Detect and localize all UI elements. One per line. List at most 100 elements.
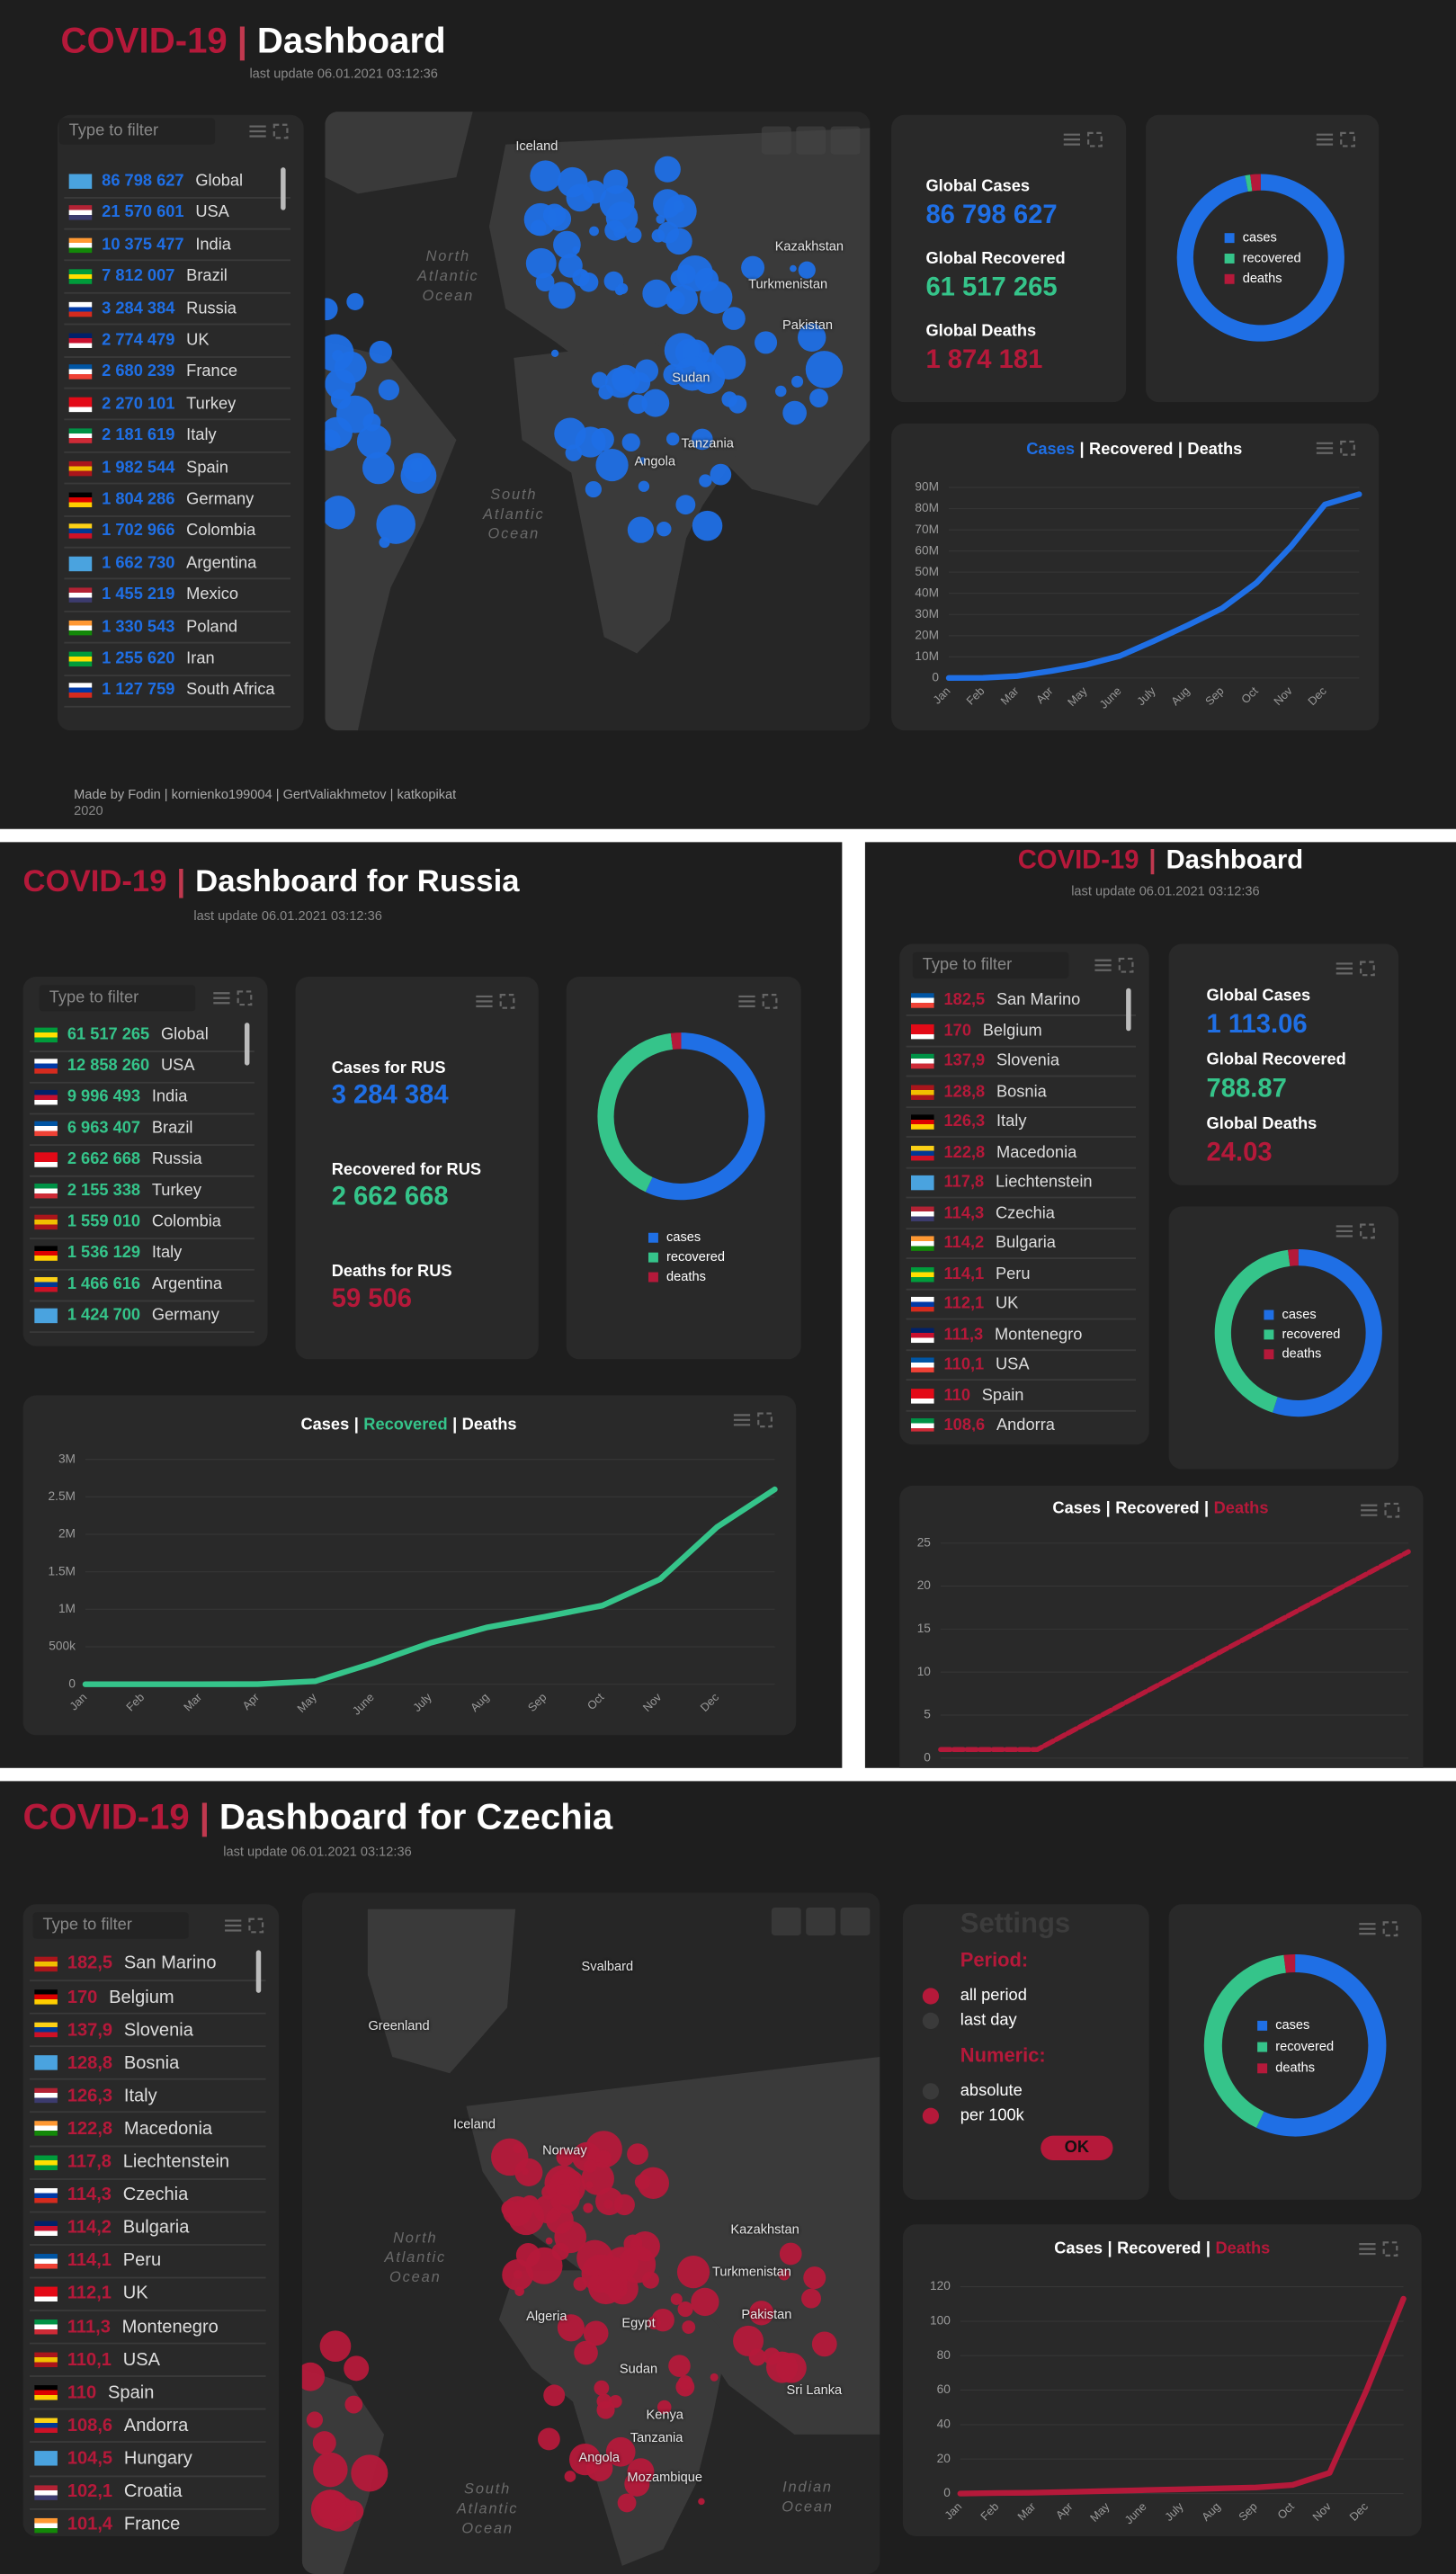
- country-row[interactable]: 101,4 France: [30, 2509, 266, 2536]
- country-row[interactable]: 126,3 Italy: [906, 1108, 1137, 1139]
- country-row[interactable]: 117,8 Liechtenstein: [29, 2147, 266, 2180]
- country-row[interactable]: 2 662 668 Russia: [29, 1145, 255, 1176]
- flag: [68, 269, 93, 285]
- filter-input[interactable]: [39, 985, 196, 1012]
- country-row[interactable]: 122,8 Macedonia: [906, 1138, 1137, 1169]
- country-row[interactable]: 86 798 627 Global: [64, 166, 291, 199]
- radio[interactable]: [922, 2106, 940, 2123]
- country-row[interactable]: 182,5 San Marino: [906, 987, 1137, 1017]
- country-name: Spain: [108, 2382, 155, 2403]
- country-row[interactable]: 111,3 Montenegro: [29, 2311, 266, 2345]
- country-row[interactable]: 1 255 620 Iran: [64, 644, 291, 676]
- stat-value: 1 874 181: [925, 346, 1043, 375]
- country-row[interactable]: 1 330 543 Poland: [64, 612, 291, 645]
- list-card: [899, 943, 1149, 1445]
- radio-label[interactable]: per 100k: [960, 2105, 1024, 2124]
- country-row[interactable]: 110,1 USA: [29, 2345, 266, 2378]
- country-row[interactable]: 114,2 Bulgaria: [29, 2212, 266, 2246]
- country-row[interactable]: 110 Spain: [29, 2377, 266, 2411]
- radio[interactable]: [922, 2011, 940, 2029]
- country-row[interactable]: 111,3 Montenegro: [906, 1320, 1137, 1351]
- country-row[interactable]: 6 963 407 Brazil: [29, 1113, 255, 1146]
- country-row[interactable]: 1 804 286 Germany: [64, 485, 291, 517]
- country-row[interactable]: 112,1 UK: [906, 1290, 1137, 1320]
- country-value: 182,5: [67, 1953, 113, 1974]
- country-row[interactable]: 110 Spain: [906, 1381, 1137, 1412]
- country-row[interactable]: 137,9 Slovenia: [906, 1047, 1137, 1077]
- filter-input[interactable]: [32, 1912, 189, 1939]
- country-row[interactable]: 2 680 239 France: [64, 357, 291, 389]
- country-row[interactable]: 102,1 Croatia: [29, 2476, 266, 2510]
- country-row[interactable]: 1 424 700 Germany: [29, 1301, 255, 1333]
- stats-card: [891, 114, 1127, 403]
- map-label: Turkmenistan: [748, 276, 828, 291]
- country-name: Colombia: [151, 1212, 221, 1231]
- country-row[interactable]: 2 774 479 UK: [64, 326, 291, 358]
- country-row[interactable]: 21 570 601 USA: [64, 198, 291, 230]
- country-name: Italy: [186, 426, 217, 445]
- country-row[interactable]: 126,3 Italy: [29, 2080, 266, 2114]
- country-row[interactable]: 1 982 544 Spain: [64, 453, 291, 485]
- country-row[interactable]: 110,1 USA: [906, 1351, 1137, 1381]
- country-row[interactable]: 182,5 San Marino: [29, 1948, 266, 1982]
- filter-input[interactable]: [912, 952, 1069, 979]
- scrollbar: [281, 167, 286, 211]
- country-row[interactable]: 114,2 Bulgaria: [906, 1229, 1137, 1260]
- country-row[interactable]: 114,3 Czechia: [906, 1199, 1137, 1229]
- radio-label[interactable]: all period: [960, 1987, 1027, 2006]
- country-row[interactable]: 128,8 Bosnia: [29, 2048, 266, 2081]
- country-value: 7 812 007: [102, 267, 175, 286]
- filter-input[interactable]: [58, 118, 216, 145]
- country-value: 170: [67, 1987, 98, 2007]
- chart-card: [899, 1485, 1424, 1768]
- country-row[interactable]: 1 455 219 Mexico: [64, 580, 291, 612]
- country-row[interactable]: 137,9 Slovenia: [29, 2015, 266, 2048]
- flag: [911, 1388, 934, 1403]
- settings-group-label: Numeric:: [960, 2043, 1046, 2067]
- country-row[interactable]: 114,1 Peru: [29, 2246, 266, 2279]
- country-row[interactable]: 128,8 Bosnia: [906, 1077, 1137, 1108]
- country-row[interactable]: 10 375 477 India: [64, 230, 291, 263]
- country-row[interactable]: 1 127 759 South Africa: [64, 675, 291, 708]
- country-name: India: [151, 1088, 188, 1107]
- country-value: 3 284 384: [102, 299, 175, 318]
- country-row[interactable]: 3 284 384 Russia: [64, 294, 291, 326]
- country-row[interactable]: 7 812 007 Brazil: [64, 262, 291, 294]
- country-row[interactable]: 2 155 338 Turkey: [29, 1176, 255, 1208]
- country-row[interactable]: 114,1 Peru: [906, 1259, 1137, 1291]
- country-row[interactable]: 1 702 966 Colombia: [64, 516, 291, 549]
- country-row[interactable]: 1 559 010 Colombia: [29, 1207, 255, 1239]
- country-row[interactable]: 170 Belgium: [906, 1016, 1137, 1048]
- radio[interactable]: [922, 2083, 940, 2100]
- ok-button[interactable]: OK: [1041, 2135, 1113, 2161]
- country-row[interactable]: 108,6 Andorra: [907, 1411, 1137, 1432]
- radio-label[interactable]: absolute: [960, 2082, 1023, 2101]
- country-row[interactable]: 1 536 129 Italy: [29, 1238, 255, 1270]
- radio-label[interactable]: last day: [960, 2010, 1017, 2030]
- country-row[interactable]: 2 270 101 Turkey: [64, 389, 291, 422]
- radio[interactable]: [922, 1988, 940, 2005]
- country-row[interactable]: 112,1 UK: [29, 2278, 266, 2312]
- country-row[interactable]: 108,6 Andorra: [29, 2410, 266, 2444]
- country-row[interactable]: 114,3 Czechia: [29, 2179, 266, 2212]
- country-row[interactable]: 170 Belgium: [29, 1981, 266, 2015]
- map-label: Sudan: [672, 370, 710, 386]
- country-name: Liechtenstein: [122, 2152, 230, 2172]
- country-row[interactable]: 61 517 265 Global: [29, 1020, 255, 1052]
- map-label: Algeria: [526, 2309, 567, 2324]
- country-row[interactable]: 9 996 493 India: [29, 1083, 255, 1114]
- country-row[interactable]: 2 181 619 Italy: [64, 421, 291, 453]
- country-row[interactable]: 117,8 Liechtenstein: [906, 1168, 1137, 1199]
- country-row[interactable]: 12 858 260 USA: [29, 1051, 255, 1083]
- country-row[interactable]: 1 466 616 Argentina: [29, 1270, 255, 1301]
- country-row[interactable]: 104,5 Hungary: [29, 2444, 266, 2477]
- country-row[interactable]: 1 662 730 Argentina: [64, 549, 291, 581]
- country-name: Italy: [151, 1244, 183, 1263]
- ocean-label: South Atlantic Ocean: [483, 486, 545, 542]
- stat-value: 86 798 627: [925, 201, 1058, 230]
- filter-placeholder: Type to filter: [68, 121, 159, 141]
- country-row[interactable]: 122,8 Macedonia: [29, 2114, 266, 2147]
- country-value: 128,8: [67, 2052, 113, 2073]
- flag: [34, 2451, 58, 2467]
- country-name: UK: [186, 331, 210, 350]
